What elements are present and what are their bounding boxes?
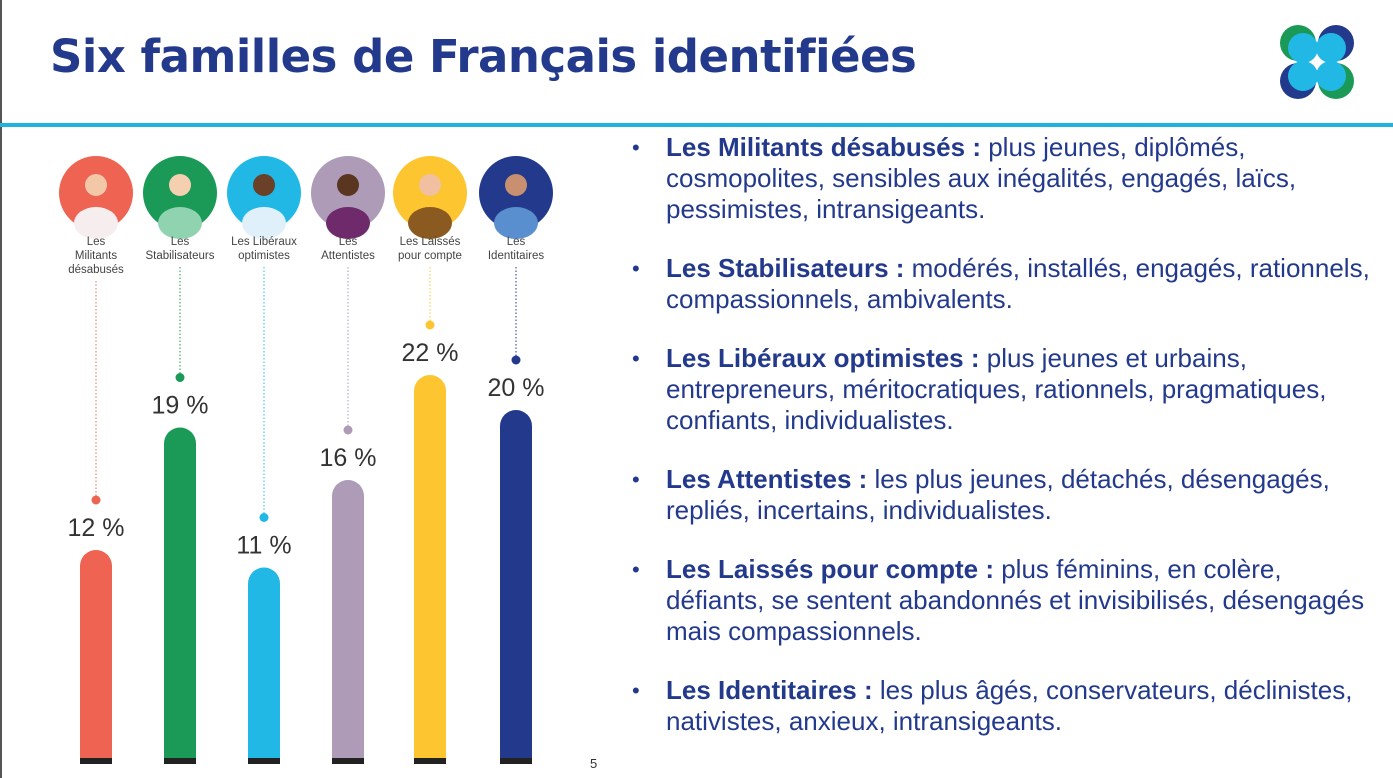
title-rule — [0, 123, 1393, 127]
avatar-body — [74, 207, 118, 239]
description-name: Les Stabilisateurs : — [666, 253, 905, 283]
bar-base — [332, 758, 364, 764]
description-text: les plus âgés, conservateurs, décliniste… — [666, 675, 1353, 736]
description-text: plus jeunes et urbains, entrepreneurs, m… — [666, 343, 1327, 435]
avatar-head — [505, 174, 527, 196]
page-title: Six familles de Français identifiées — [50, 30, 917, 83]
avatar-body — [326, 207, 370, 239]
leader-dot — [425, 320, 435, 330]
avatar-head — [169, 174, 191, 196]
description-item: Les Militants désabusés : plus jeunes, d… — [632, 132, 1386, 225]
category-label: Les Libéraux — [231, 236, 297, 248]
category-label: Les — [171, 236, 190, 248]
description-item: Les Laissés pour compte : plus féminins,… — [632, 554, 1386, 647]
category-label: Identitaires — [488, 250, 545, 262]
avatar-head — [337, 174, 359, 196]
logo — [1280, 25, 1354, 99]
category-label: Les Laissés — [400, 236, 461, 248]
description-text: plus jeunes, diplômés, cosmopolites, sen… — [666, 132, 1297, 224]
description-item: Les Libéraux optimistes : plus jeunes et… — [632, 343, 1386, 436]
avatar-body — [408, 207, 452, 239]
avatar-body — [158, 207, 202, 239]
category-label: Stabilisateurs — [145, 250, 214, 262]
bar-base — [164, 758, 196, 764]
category-label: Militants — [75, 250, 117, 262]
data-label: 12 % — [68, 514, 125, 542]
bar — [164, 427, 196, 760]
category-label: Les — [87, 236, 106, 248]
description-name: Les Identitaires : — [666, 675, 873, 705]
bar-chart: Les Militants désabusés 12 % Les Stabilisateu… — [59, 156, 553, 764]
data-label: 20 % — [488, 374, 545, 402]
description-name: Les Laissés pour compte : — [666, 554, 994, 584]
description-name: Les Militants désabusés : — [666, 132, 981, 162]
bar-base — [500, 758, 532, 764]
page-number: 5 — [590, 756, 598, 771]
data-label: 19 % — [152, 392, 209, 420]
description-item: Les Stabilisateurs : modérés, installés,… — [632, 253, 1386, 315]
category-label: Les — [507, 236, 526, 248]
description-item: Les Attentistes : les plus jeunes, détac… — [632, 464, 1386, 526]
bar — [500, 410, 532, 760]
avatar-head — [253, 174, 275, 196]
category-label: pour compte — [398, 250, 462, 262]
data-label: 16 % — [320, 444, 377, 472]
bar — [414, 375, 446, 760]
category-label: Les — [339, 236, 358, 248]
bar — [80, 550, 112, 760]
bar — [248, 567, 280, 760]
category-label: optimistes — [238, 250, 290, 262]
bar-base — [414, 758, 446, 764]
description-item: Les Identitaires : les plus âgés, conser… — [632, 675, 1386, 737]
leader-dot — [511, 355, 521, 365]
bar — [332, 480, 364, 760]
data-label: 22 % — [402, 339, 459, 367]
family-descriptions: Les Militants désabusés : plus jeunes, d… — [632, 132, 1386, 765]
description-name: Les Libéraux optimistes : — [666, 343, 980, 373]
left-edge — [0, 0, 2, 778]
avatar-head — [419, 174, 441, 196]
bar-base — [248, 758, 280, 764]
leader-dot — [259, 513, 269, 522]
category-label: désabusés — [68, 264, 124, 276]
avatar-body — [494, 207, 538, 239]
description-text: plus féminins, en colère, défiants, se s… — [666, 554, 1365, 646]
data-label: 11 % — [236, 532, 291, 560]
leader-dot — [343, 425, 353, 435]
bar-base — [80, 758, 112, 764]
leader-dot — [91, 495, 101, 505]
avatar-body — [242, 207, 286, 239]
avatar-head — [85, 174, 107, 196]
description-name: Les Attentistes : — [666, 464, 868, 494]
description-text: modérés, installés, engagés, rationnels,… — [666, 253, 1370, 314]
description-text: les plus jeunes, détachés, désengagés, r… — [666, 464, 1330, 525]
category-label: Attentistes — [321, 250, 375, 262]
leader-dot — [175, 373, 185, 382]
